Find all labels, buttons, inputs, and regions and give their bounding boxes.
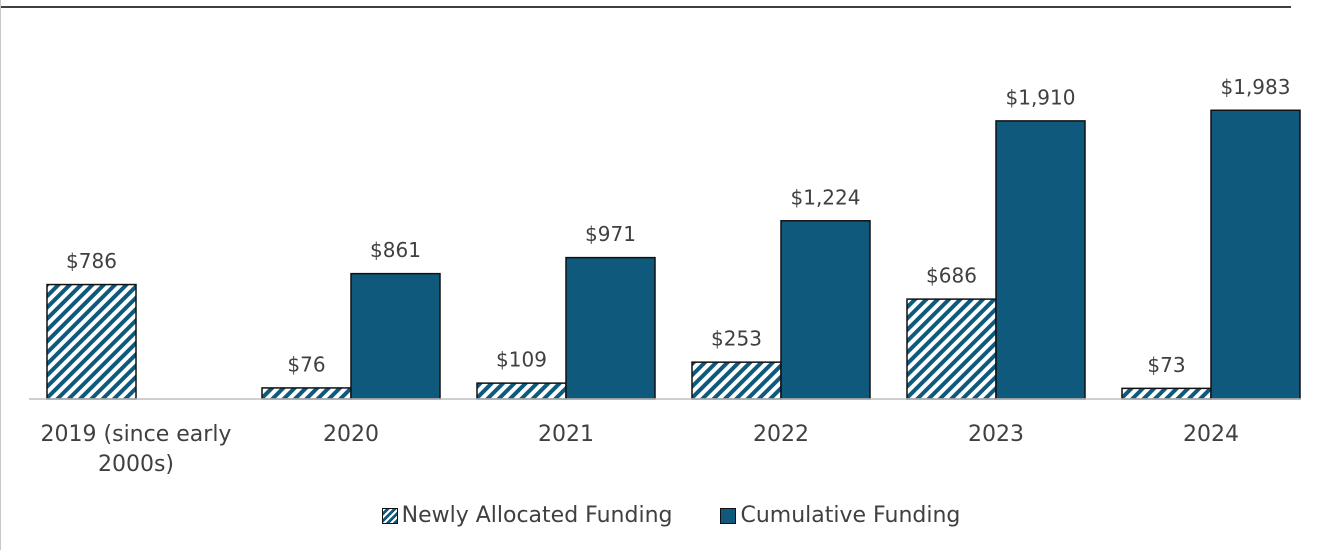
legend-label: Cumulative Funding — [740, 503, 961, 528]
bar — [46, 283, 137, 400]
x-tick-label: 2019 (since early 2000s) — [40, 422, 232, 477]
bar — [691, 361, 782, 400]
bar — [350, 272, 441, 400]
data-label: $861 — [370, 238, 421, 262]
data-label: $1,983 — [1221, 75, 1291, 99]
bar — [1210, 109, 1301, 400]
bar — [780, 220, 871, 400]
legend-item: Cumulative Funding — [720, 503, 960, 528]
legend-swatch — [381, 507, 398, 524]
data-label: $686 — [926, 264, 977, 288]
x-tick-label: 2022 — [753, 422, 809, 447]
data-label: $1,224 — [791, 185, 861, 209]
bar — [476, 382, 567, 400]
legend-swatch — [720, 507, 737, 524]
x-tick-label: 2021 — [538, 422, 594, 447]
data-label: $1,910 — [1006, 85, 1076, 109]
legend-item: Newly Allocated Funding — [381, 503, 673, 528]
bar — [261, 387, 352, 400]
data-label: $971 — [585, 222, 636, 246]
x-tick-label: 2020 — [323, 422, 379, 447]
x-tick-label: 2024 — [1183, 422, 1239, 447]
data-label: $76 — [287, 352, 325, 376]
legend-label: Newly Allocated Funding — [401, 503, 673, 528]
data-label: $109 — [496, 348, 547, 372]
bar — [565, 256, 656, 400]
data-label: $73 — [1147, 353, 1185, 377]
data-label: $786 — [66, 249, 117, 273]
legend: Newly Allocated Funding Cumulative Fundin… — [1, 503, 1340, 528]
bar — [906, 298, 997, 400]
data-label: $253 — [711, 327, 762, 351]
bar — [1121, 387, 1212, 400]
x-tick-label: 2023 — [968, 422, 1024, 447]
bar — [995, 120, 1086, 400]
